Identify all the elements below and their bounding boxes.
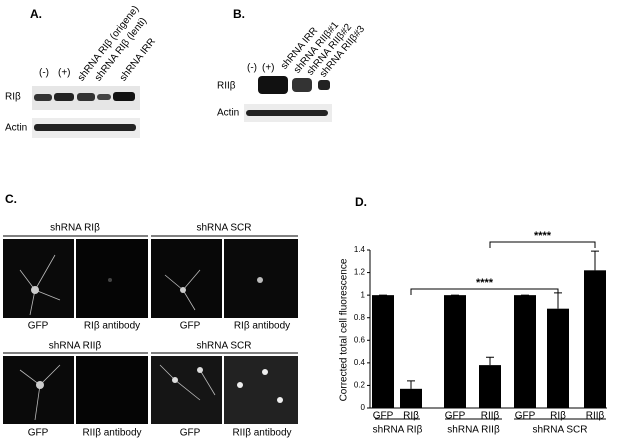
block-title: shRNA RIIβ — [49, 341, 102, 352]
x-tick-label: GFP — [445, 411, 466, 422]
bar — [400, 388, 422, 408]
error-bar — [554, 292, 562, 309]
lane-label: (+) — [58, 68, 71, 79]
x-tick-label: GFP — [373, 411, 394, 422]
y-axis-label: Corrected total cell fluorescence — [339, 258, 350, 401]
panel-letter: A. — [30, 7, 42, 21]
micrographs — [3, 235, 298, 424]
caption: GFP — [180, 321, 201, 332]
caption: RIβ antibody — [84, 321, 140, 332]
y-tick-label: 1.4 — [354, 245, 366, 254]
bar — [584, 270, 606, 408]
group-label: shRNA RIβ — [373, 425, 423, 436]
bar — [479, 365, 501, 408]
row-label: Actin — [217, 108, 239, 119]
y-tick-label: 0.6 — [354, 335, 366, 344]
bar — [514, 295, 536, 408]
panel-letter: D. — [355, 195, 367, 209]
error-bar — [486, 356, 494, 366]
y-tick-label: 0 — [361, 403, 366, 412]
bar — [372, 295, 394, 408]
x-tick-label: RIβ — [403, 411, 419, 422]
y-tick-label: 1.2 — [354, 268, 366, 277]
y-tick-label: 0.2 — [354, 381, 366, 390]
error-bar — [407, 380, 415, 389]
row-label: Actin — [5, 123, 27, 134]
x-tick-label: RIIβ — [586, 411, 605, 422]
y-tick-label: 0.8 — [354, 313, 366, 322]
caption: RIβ antibody — [234, 321, 290, 332]
bar — [444, 295, 466, 408]
panel-letter: C. — [5, 192, 17, 206]
panel-letter: B. — [233, 7, 245, 21]
caption: GFP — [28, 428, 49, 439]
caption: GFP — [180, 428, 201, 439]
bar — [547, 308, 569, 408]
x-tick-label: RIIβ — [481, 411, 500, 422]
row-label: RIβ — [5, 92, 21, 103]
significance-label: **** — [534, 230, 552, 242]
x-tick-label: GFP — [515, 411, 536, 422]
y-tick-label: 1 — [361, 290, 366, 299]
significance-label: **** — [476, 277, 494, 289]
lane-label: (-) — [247, 63, 257, 74]
row-label: RIIβ — [217, 81, 236, 92]
group-label: shRNA SCR — [532, 425, 587, 436]
error-bar — [591, 250, 599, 271]
x-tick-label: RIβ — [550, 411, 566, 422]
significance-bracket — [489, 241, 596, 248]
block-title: shRNA RIβ — [50, 223, 100, 234]
caption: RIIβ antibody — [232, 428, 291, 439]
caption: RIIβ antibody — [82, 428, 141, 439]
chart: 0 0.2 0.4 0.6 0.8 1 1.2 1.4 GFP RIβ GFP RIIβ GFP RIβ R… — [354, 230, 607, 436]
blot — [32, 86, 140, 138]
lane-label: (-) — [39, 68, 49, 79]
y-tick-label: 0.4 — [354, 358, 366, 367]
lane-label: (+) — [262, 63, 275, 74]
block-title: shRNA SCR — [196, 223, 251, 234]
significance-bracket — [410, 288, 559, 295]
group-label: shRNA RIIβ — [447, 425, 500, 436]
blot — [244, 76, 332, 122]
caption: GFP — [28, 321, 49, 332]
block-title: shRNA SCR — [196, 341, 251, 352]
